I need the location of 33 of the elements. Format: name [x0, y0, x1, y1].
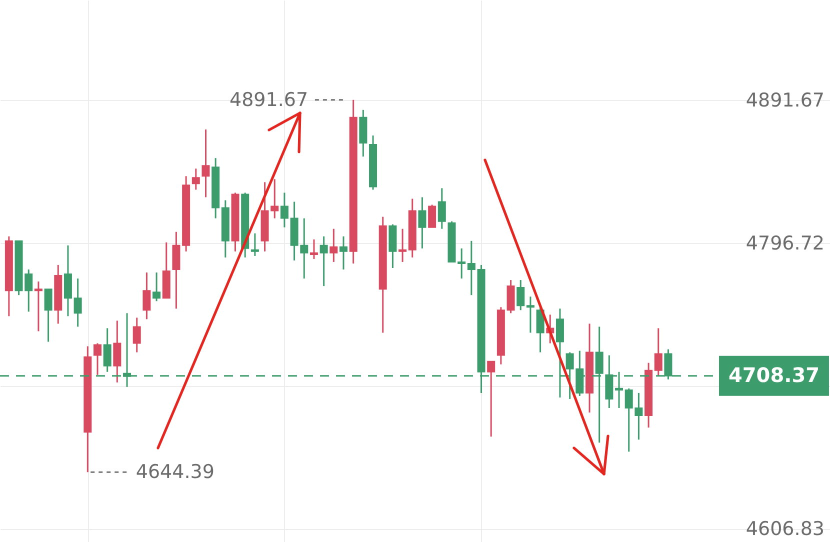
candlestick [192, 168, 200, 190]
candlestick [320, 236, 328, 287]
candlestick [202, 128, 210, 198]
y-tick-label: 4796.72 [746, 232, 824, 254]
candlestick [250, 232, 259, 257]
candlestick [438, 187, 446, 230]
candlestick [330, 228, 338, 263]
candlestick [487, 360, 496, 438]
candlestick [418, 196, 426, 250]
candlestick [526, 296, 534, 334]
candlestick [44, 288, 52, 343]
candlestick [310, 238, 318, 260]
candlestick [654, 327, 662, 378]
ref-line-label: 4708.37 [728, 362, 820, 387]
candlestick [142, 272, 151, 320]
candlestick [74, 278, 82, 328]
candlestick [467, 240, 476, 296]
y-tick-label: 4606.83 [746, 518, 824, 540]
annotation: 4644.39 [136, 461, 214, 484]
candlestick [93, 342, 102, 376]
annotation: 4891.67 [229, 88, 308, 111]
candlestick [398, 228, 407, 263]
candlestick [113, 320, 122, 384]
candlestick [428, 204, 436, 228]
y-tick-label: 4891.67 [746, 89, 824, 112]
candlestick [339, 236, 348, 270]
candlestick [516, 279, 525, 311]
candlestick [280, 192, 288, 228]
candlestick [103, 327, 112, 373]
candlestick [458, 248, 466, 280]
candlestick [152, 272, 161, 302]
candlestick [132, 316, 141, 354]
candlestick [34, 280, 42, 332]
